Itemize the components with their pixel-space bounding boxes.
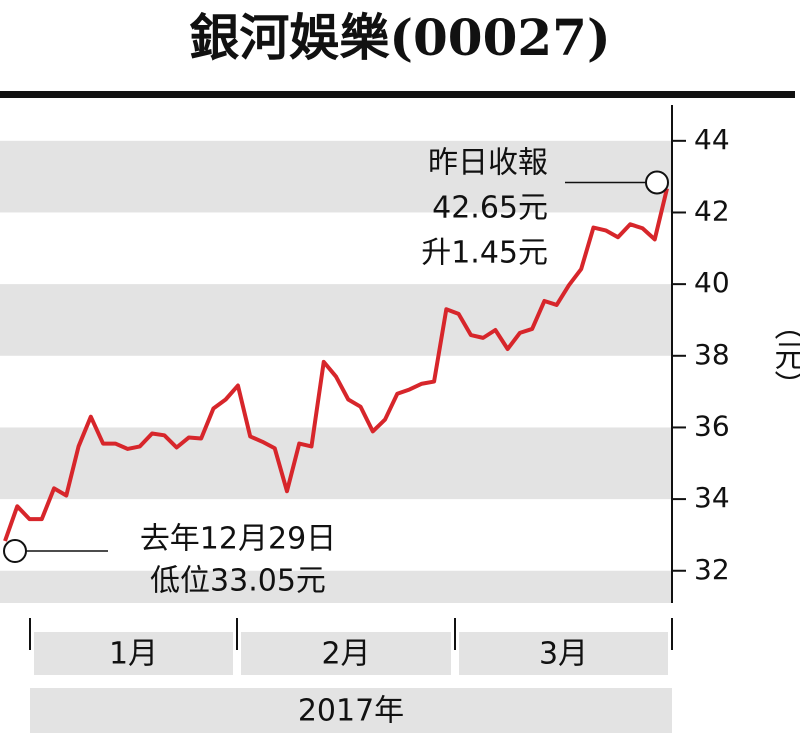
annotation: 去年12月29日 — [140, 522, 336, 557]
y-tick-label: 44 — [694, 123, 730, 156]
band — [0, 355, 672, 428]
start-marker — [3, 539, 27, 564]
price-line — [3, 188, 669, 542]
year-label: 2017年 — [298, 694, 404, 729]
band — [0, 105, 672, 141]
chart-title: 銀河娛樂(00027) — [189, 8, 610, 67]
annotation: 昨日收報 — [428, 146, 548, 181]
y-axis-label: （元） — [769, 310, 800, 400]
month-label: 2月 — [321, 637, 370, 672]
annotation: 升1.45元 — [421, 236, 548, 271]
month-box — [34, 632, 233, 675]
y-tick-label: 34 — [694, 481, 730, 514]
band — [0, 499, 672, 571]
annotation: 42.65元 — [432, 191, 548, 226]
month-box — [241, 632, 451, 675]
month-box — [459, 632, 668, 675]
y-tick-label: 40 — [694, 266, 730, 299]
month-label: 3月 — [539, 637, 588, 672]
month-label: 1月 — [109, 637, 158, 672]
y-tick-label: 32 — [694, 553, 730, 586]
y-tick-label: 42 — [694, 194, 730, 227]
title-rule — [0, 91, 795, 98]
band — [0, 212, 672, 285]
end-marker — [645, 170, 669, 195]
year-box — [30, 688, 672, 733]
y-tick-label: 38 — [694, 338, 730, 371]
y-tick-label: 36 — [694, 409, 730, 442]
annotation: 低位33.05元 — [150, 564, 326, 599]
